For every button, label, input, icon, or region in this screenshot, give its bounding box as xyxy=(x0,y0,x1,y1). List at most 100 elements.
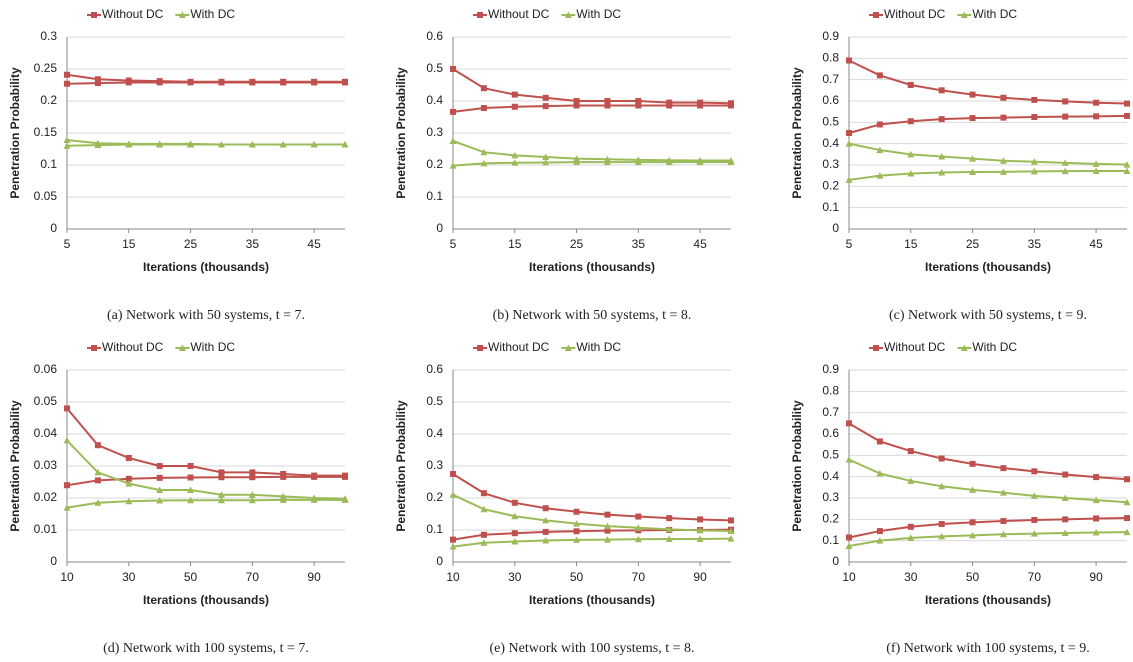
marker xyxy=(665,158,673,166)
series-line xyxy=(452,104,731,113)
marker xyxy=(94,80,101,87)
marker xyxy=(573,102,580,109)
marker xyxy=(573,520,581,527)
x-tick-label: 35 xyxy=(1028,237,1042,251)
marker xyxy=(635,102,642,109)
marker xyxy=(94,442,101,449)
x-axis-label: Iterations (thousands) xyxy=(925,593,1051,607)
marker xyxy=(1123,528,1131,536)
y-tick-label: 0.1 xyxy=(822,533,839,547)
marker xyxy=(938,168,946,176)
marker xyxy=(876,72,883,79)
marker xyxy=(156,463,163,469)
marker xyxy=(91,345,97,351)
y-tick-label: 0.2 xyxy=(426,490,443,504)
marker xyxy=(603,536,611,543)
marker xyxy=(94,141,102,149)
marker xyxy=(1000,94,1007,101)
marker xyxy=(573,528,580,535)
x-tick-label: 45 xyxy=(693,237,707,251)
y-tick-label: 0.3 xyxy=(40,29,57,43)
marker xyxy=(1124,100,1130,107)
series-line xyxy=(66,73,345,83)
marker xyxy=(125,141,133,148)
marker xyxy=(511,103,518,110)
y-axis-label: Penetration Probability xyxy=(790,400,804,532)
y-tick-label: 0 xyxy=(832,554,839,568)
y-tick-label: 0.02 xyxy=(34,490,58,504)
marker xyxy=(249,79,256,86)
marker xyxy=(604,102,611,109)
marker xyxy=(279,492,287,500)
marker xyxy=(248,496,256,504)
series-line xyxy=(66,498,345,509)
series-line xyxy=(452,68,732,105)
marker xyxy=(999,530,1007,538)
marker xyxy=(960,344,968,351)
marker xyxy=(542,158,550,166)
marker xyxy=(938,521,945,528)
marker xyxy=(311,79,318,86)
marker xyxy=(480,85,487,92)
marker xyxy=(217,496,225,504)
marker xyxy=(1062,98,1069,105)
y-tick-label: 0.4 xyxy=(822,136,839,150)
marker xyxy=(634,535,642,543)
x-tick-label: 30 xyxy=(508,570,522,584)
marker xyxy=(573,155,581,162)
caption: (b) Network with 50 systems, t = 8. xyxy=(493,308,692,323)
marker xyxy=(542,103,549,110)
legend-label: With DC xyxy=(576,7,621,21)
marker xyxy=(341,141,349,148)
marker xyxy=(341,496,349,503)
marker xyxy=(697,102,704,109)
marker xyxy=(480,105,487,112)
caption: (e) Network with 100 systems, t = 8. xyxy=(489,641,694,656)
x-tick-label: 90 xyxy=(1089,570,1103,584)
marker xyxy=(63,136,71,144)
marker xyxy=(511,512,519,520)
marker xyxy=(1030,158,1038,165)
series-line xyxy=(848,458,1128,504)
x-tick-label: 35 xyxy=(246,237,260,251)
marker xyxy=(1030,167,1038,175)
marker xyxy=(218,474,225,481)
marker xyxy=(666,102,673,109)
y-tick-label: 0.5 xyxy=(822,448,839,462)
y-tick-label: 0.9 xyxy=(822,362,839,376)
y-axis-label: Penetration Probability xyxy=(394,67,408,199)
marker xyxy=(969,460,976,467)
marker xyxy=(542,528,549,535)
legend-label: Without DC xyxy=(884,340,946,354)
y-tick-label: 0.1 xyxy=(822,200,839,214)
marker xyxy=(938,482,946,490)
marker xyxy=(635,513,642,520)
marker xyxy=(156,474,163,481)
marker xyxy=(938,532,946,540)
marker xyxy=(187,486,195,493)
marker xyxy=(187,463,194,469)
y-tick-label: 0.3 xyxy=(426,458,443,472)
marker xyxy=(279,141,287,148)
marker xyxy=(542,537,550,544)
marker xyxy=(1092,529,1100,536)
marker xyxy=(1061,167,1069,175)
x-tick-label: 50 xyxy=(184,570,198,584)
marker xyxy=(1061,494,1069,501)
marker xyxy=(1061,529,1069,536)
y-tick-label: 0.2 xyxy=(426,157,443,171)
marker xyxy=(64,405,70,412)
marker xyxy=(969,486,977,493)
marker xyxy=(63,142,71,149)
marker xyxy=(125,79,132,86)
marker xyxy=(94,76,101,83)
x-tick-label: 15 xyxy=(122,237,136,251)
marker xyxy=(450,471,456,477)
marker xyxy=(449,543,457,550)
y-tick-label: 0.6 xyxy=(426,362,443,376)
x-tick-label: 15 xyxy=(904,237,918,251)
x-tick-label: 30 xyxy=(122,570,136,584)
marker xyxy=(94,468,102,476)
marker xyxy=(696,158,704,166)
marker xyxy=(665,535,673,542)
